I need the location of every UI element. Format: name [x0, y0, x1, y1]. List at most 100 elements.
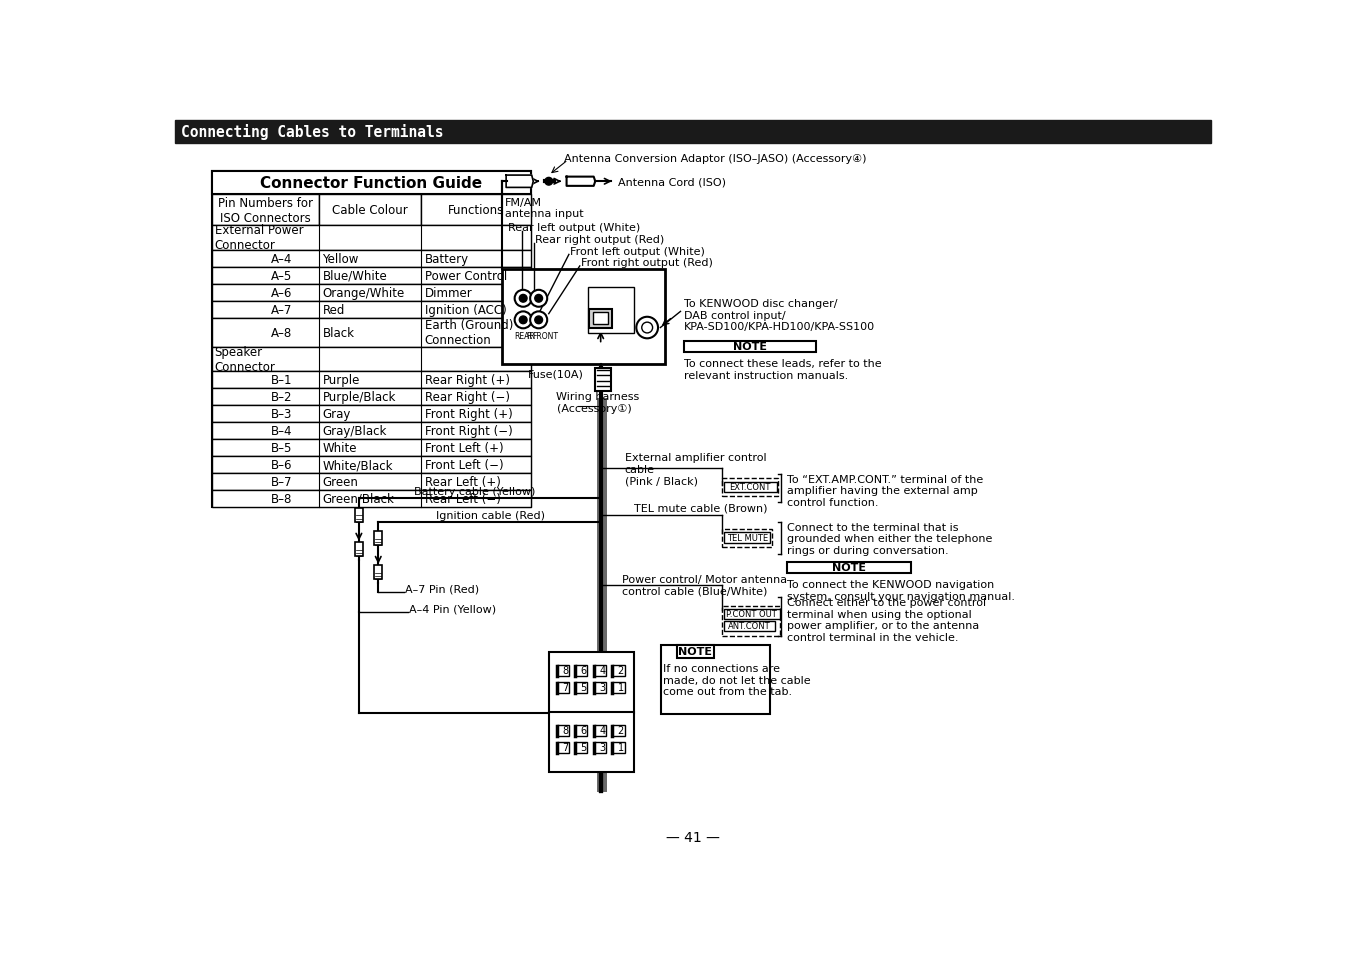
Text: A–7: A–7	[270, 303, 292, 316]
Text: FM/AM
antenna input: FM/AM antenna input	[504, 197, 583, 219]
Bar	[549, 712, 634, 772]
Circle shape	[519, 295, 527, 303]
Text: Rear Left (+): Rear Left (+)	[425, 476, 500, 489]
Bar	[661, 645, 769, 715]
Text: NOTE: NOTE	[679, 646, 713, 657]
Text: B–7: B–7	[270, 476, 292, 489]
Bar	[575, 725, 588, 736]
Text: 7: 7	[562, 682, 568, 693]
Bar	[212, 172, 531, 195]
Text: Power control/ Motor antenna
control cable (Blue/White): Power control/ Motor antenna control cab…	[622, 575, 787, 596]
Bar	[212, 423, 531, 439]
Bar	[319, 195, 420, 226]
Circle shape	[519, 316, 527, 324]
Text: A–7 Pin (Red): A–7 Pin (Red)	[406, 584, 480, 594]
Bar	[723, 533, 771, 543]
Bar	[356, 543, 362, 557]
Bar	[595, 368, 611, 392]
Text: A–5: A–5	[270, 270, 292, 282]
Text: Functions: Functions	[448, 204, 504, 217]
Bar	[212, 251, 531, 268]
Text: Blue/White: Blue/White	[322, 270, 387, 282]
Text: 6: 6	[580, 725, 587, 736]
Circle shape	[515, 291, 531, 308]
Bar	[589, 310, 612, 328]
Text: 3: 3	[599, 682, 606, 693]
Bar	[723, 482, 776, 493]
Text: A–6: A–6	[270, 286, 292, 299]
Bar	[212, 456, 531, 474]
Text: Earth (Ground)
Connection: Earth (Ground) Connection	[425, 319, 514, 347]
Text: Pin Numbers for
ISO Connectors: Pin Numbers for ISO Connectors	[218, 196, 312, 225]
Text: REAR: REAR	[514, 332, 534, 340]
Text: Fuse(10A): Fuse(10A)	[527, 370, 584, 379]
Text: 2: 2	[618, 665, 625, 676]
Circle shape	[515, 312, 531, 329]
Polygon shape	[566, 177, 595, 187]
Circle shape	[535, 316, 542, 324]
Text: NOTE: NOTE	[733, 342, 767, 352]
Text: Connect to the terminal that is
grounded when either the telephone
rings or duri: Connect to the terminal that is grounded…	[787, 522, 992, 556]
Bar	[722, 478, 779, 497]
Bar	[575, 682, 588, 693]
Text: FRONT: FRONT	[533, 332, 558, 340]
Text: B–2: B–2	[270, 391, 292, 404]
Text: Connector Function Guide: Connector Function Guide	[260, 176, 483, 192]
Text: Gray/Black: Gray/Black	[322, 425, 387, 437]
Text: External Power
Connector: External Power Connector	[215, 224, 303, 253]
Text: Purple/Black: Purple/Black	[322, 391, 396, 404]
Text: 1: 1	[618, 742, 623, 753]
Text: ANT.CONT: ANT.CONT	[729, 621, 771, 630]
Bar	[612, 682, 625, 693]
Bar	[575, 665, 588, 676]
Text: To connect these leads, refer to the
relevant instruction manuals.: To connect these leads, refer to the rel…	[684, 359, 882, 380]
Text: External amplifier control
cable
(Pink / Black): External amplifier control cable (Pink /…	[625, 453, 767, 486]
Circle shape	[535, 295, 542, 303]
Circle shape	[530, 291, 548, 308]
Text: Front Left (−): Front Left (−)	[425, 458, 503, 472]
Text: TEL MUTE: TEL MUTE	[726, 534, 768, 542]
Bar	[356, 508, 362, 522]
Text: Speaker
Connector: Speaker Connector	[215, 346, 276, 374]
Bar	[676, 645, 714, 659]
Bar	[612, 725, 625, 736]
Text: Wiring harness
(Accessory①): Wiring harness (Accessory①)	[557, 392, 639, 414]
Text: Power Control: Power Control	[425, 270, 507, 282]
Text: Yellow: Yellow	[322, 253, 358, 266]
Bar	[557, 665, 569, 676]
Bar	[549, 653, 634, 713]
Bar	[420, 195, 531, 226]
Text: A–4: A–4	[270, 253, 292, 266]
Text: Battery: Battery	[425, 253, 469, 266]
Text: White: White	[322, 441, 357, 455]
Bar	[212, 348, 531, 372]
Text: Front left output (White): Front left output (White)	[571, 246, 706, 256]
Bar	[212, 389, 531, 406]
Bar	[594, 742, 606, 753]
Text: P.CONT OUT: P.CONT OUT	[726, 610, 777, 618]
Text: Battery cable (Yellow): Battery cable (Yellow)	[415, 486, 535, 497]
Text: A–4 Pin (Yellow): A–4 Pin (Yellow)	[410, 604, 496, 614]
Bar	[722, 607, 780, 636]
Text: A–8: A–8	[270, 326, 292, 339]
Text: Connect either to the power control
terminal when using the optional
power ampli: Connect either to the power control term…	[787, 598, 986, 642]
Text: Front Right (−): Front Right (−)	[425, 425, 512, 437]
Text: Ignition cable (Red): Ignition cable (Red)	[437, 511, 545, 521]
Text: B–1: B–1	[270, 374, 292, 387]
Text: B–4: B–4	[270, 425, 292, 437]
Text: B–5: B–5	[270, 441, 292, 455]
Bar	[212, 318, 531, 348]
Text: Rear Right (+): Rear Right (+)	[425, 374, 510, 387]
Text: To connect the KENWOOD navigation
system, consult your navigation manual.: To connect the KENWOOD navigation system…	[787, 579, 1014, 601]
Bar	[212, 372, 531, 389]
Bar	[176, 120, 1210, 144]
Text: B–6: B–6	[270, 458, 292, 472]
Text: 8: 8	[562, 665, 568, 676]
Text: Antenna Conversion Adaptor (ISO–JASO) (Accessory④): Antenna Conversion Adaptor (ISO–JASO) (A…	[564, 154, 867, 164]
Circle shape	[530, 312, 548, 329]
Text: If no connections are
made, do not let the cable
come out from the tab.: If no connections are made, do not let t…	[664, 663, 811, 697]
Bar	[575, 742, 588, 753]
Text: Orange/White: Orange/White	[322, 286, 404, 299]
Text: Antenna Cord (ISO): Antenna Cord (ISO)	[618, 177, 726, 187]
Text: 4: 4	[599, 725, 606, 736]
